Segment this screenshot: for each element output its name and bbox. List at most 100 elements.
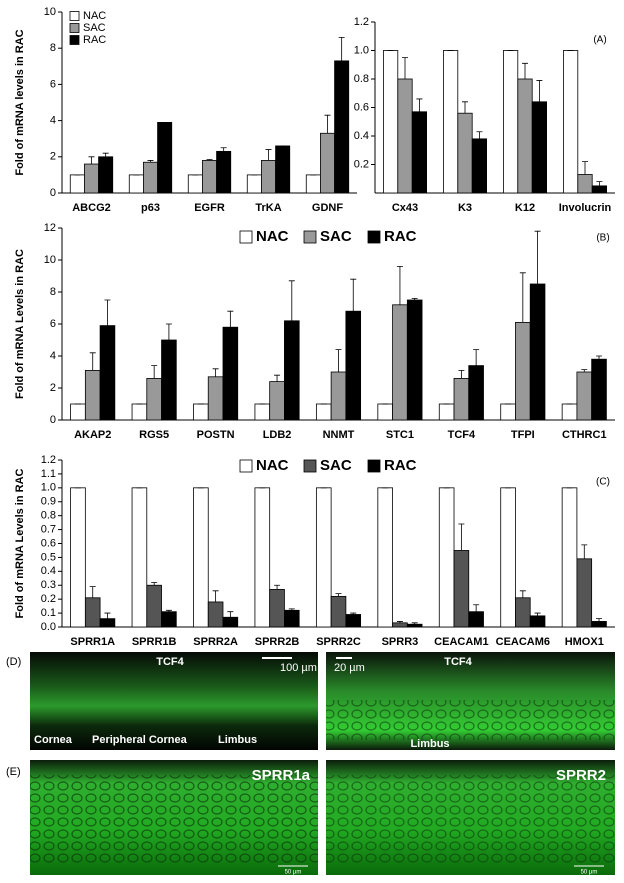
x-tick-label: STC1: [386, 429, 414, 441]
bar: [471, 138, 488, 194]
x-tick-label: CEACAM6: [496, 636, 550, 648]
bar: [84, 369, 101, 421]
bar: [216, 150, 232, 194]
x-tick-label: K3: [458, 202, 472, 214]
legend-swatch: [69, 35, 80, 45]
y-tick-label: 1.0: [41, 482, 56, 494]
bar: [193, 487, 209, 628]
bar: [382, 50, 399, 194]
y-tick-label: 6: [50, 318, 56, 330]
bar: [529, 283, 546, 421]
image-label: Limbus: [218, 734, 257, 746]
bar: [377, 403, 393, 421]
y-tick-label: 0.2: [354, 158, 369, 170]
bar: [334, 60, 350, 194]
y-tick-label: 6: [50, 78, 56, 90]
scale-label: 100 µm: [280, 662, 317, 674]
bar: [246, 174, 262, 194]
image-label: Peripheral Cornea: [92, 734, 188, 746]
scale-label: 50 µm: [581, 870, 598, 876]
error-bar: [581, 369, 588, 372]
annotation: (C): [596, 477, 610, 488]
error-bar: [212, 368, 219, 377]
legend-swatch: [69, 11, 80, 21]
legend-swatch: [367, 230, 381, 244]
error-bar: [104, 299, 111, 326]
error-bar: [350, 612, 357, 615]
bar: [502, 50, 519, 194]
bar: [529, 615, 546, 628]
x-tick-label: SPRR3: [382, 636, 419, 648]
bar: [500, 487, 516, 628]
y-tick-label: 0.8: [41, 510, 56, 522]
error-bar: [596, 181, 603, 186]
panel-label: (D): [6, 656, 21, 668]
image-label: Limbus: [410, 738, 449, 750]
x-tick-label: p63: [141, 202, 160, 214]
bar: [453, 550, 470, 628]
y-tick-label: 0.0: [41, 621, 56, 633]
bar: [315, 487, 332, 628]
error-bar: [458, 370, 465, 379]
x-tick-label: AKAP2: [74, 429, 111, 441]
error-bar: [102, 152, 109, 157]
bar: [576, 558, 593, 628]
bar: [207, 601, 224, 628]
bar: [406, 299, 423, 421]
image-label: Cornea: [34, 734, 73, 746]
error-bar: [104, 612, 111, 619]
legend-label: NAC: [256, 228, 289, 245]
bar: [269, 381, 285, 421]
error-bar: [89, 352, 96, 371]
bar: [254, 403, 271, 421]
image-title: TCF4: [444, 656, 472, 668]
bar: [577, 174, 593, 194]
bar: [193, 403, 209, 421]
x-tick-label: CEACAM1: [434, 636, 488, 648]
bar: [392, 304, 408, 421]
y-tick-label: 0.6: [354, 101, 369, 113]
bar: [468, 365, 484, 421]
bar: [345, 614, 362, 628]
image: [30, 652, 318, 750]
bar: [131, 487, 148, 628]
y-tick-label: 0.4: [354, 130, 369, 142]
x-tick-label: POSTN: [197, 429, 235, 441]
error-bar: [519, 590, 526, 598]
error-bar: [534, 612, 541, 616]
x-tick-label: ABCG2: [72, 202, 111, 214]
x-tick-label: CTHRC1: [562, 429, 607, 441]
bar: [143, 161, 158, 194]
x-tick-label: RGS5: [139, 429, 169, 441]
bar: [222, 616, 239, 628]
bar: [515, 597, 531, 628]
legend-label: RAC: [83, 34, 106, 46]
x-tick-label: TrKA: [255, 202, 281, 214]
scale-label: 20 µm: [334, 662, 365, 674]
bar: [517, 78, 533, 194]
x-tick-label: SPRR2A: [193, 636, 238, 648]
error-bar: [458, 523, 465, 551]
error-bar: [581, 544, 588, 559]
bar: [269, 589, 285, 628]
bar: [330, 595, 347, 628]
y-tick-label: 0.2: [41, 593, 56, 605]
bar: [305, 174, 321, 194]
bar: [406, 623, 423, 628]
bar: [254, 487, 271, 628]
bar: [457, 112, 473, 194]
x-tick-label: Cx43: [392, 202, 418, 214]
bar: [315, 403, 332, 421]
bar: [561, 403, 578, 421]
y-tick-label: 2: [50, 151, 56, 163]
bar: [70, 403, 86, 421]
y-tick-label: 1.0: [354, 44, 369, 56]
image-texture: [326, 775, 615, 865]
error-bar: [165, 323, 172, 340]
error-bar: [151, 582, 158, 586]
error-bar: [473, 349, 480, 366]
legend-swatch: [303, 230, 317, 244]
bar: [98, 156, 114, 194]
error-bar: [350, 278, 357, 312]
